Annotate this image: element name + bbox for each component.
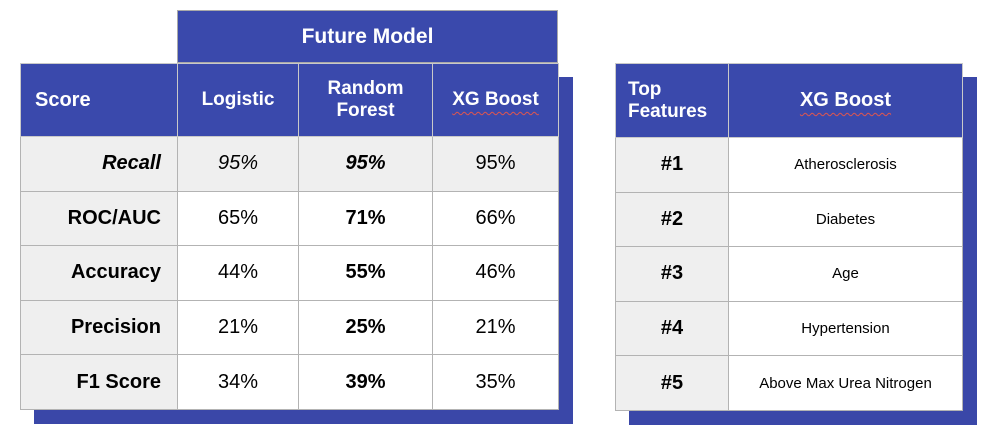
table-row-precision: Precision 21% 25% 21% (20, 299, 559, 356)
model-comparison-grid: Score Logistic Random Forest XG Boost Re… (20, 63, 559, 410)
table-row-feature-1: #1 Atherosclerosis (615, 137, 963, 193)
row-label-recall: Recall (20, 136, 178, 192)
recall-logistic-value: 95% (177, 136, 299, 192)
accuracy-xg-boost-value: 46% (432, 245, 559, 301)
xg-boost-label: XG Boost (452, 89, 539, 110)
table-row-f1-score: F1 Score 34% 39% 35% (20, 354, 559, 410)
recall-random-forest-value: 95% (298, 136, 433, 192)
table-row-roc-auc: ROC/AUC 65% 71% 66% (20, 190, 559, 247)
xg-boost-column-header: XG Boost (432, 63, 559, 137)
feature-rank-1: #1 (615, 137, 729, 193)
feature-name-5: Above Max Urea Nitrogen (728, 355, 963, 411)
accuracy-random-forest-value: 55% (298, 245, 433, 301)
row-label-roc-auc: ROC/AUC (20, 190, 178, 247)
table-row-accuracy: Accuracy 44% 55% 46% (20, 245, 559, 301)
random-forest-column-header: Random Forest (298, 63, 433, 137)
f1-random-forest-value: 39% (298, 354, 433, 410)
top-features-grid: Top Features XG Boost #1 Atherosclerosis… (615, 63, 963, 411)
model-table-header-row: Score Logistic Random Forest XG Boost (20, 63, 559, 137)
roc-auc-random-forest-value: 71% (298, 190, 433, 247)
features-table-header-row: Top Features XG Boost (615, 63, 963, 138)
f1-logistic-value: 34% (177, 354, 299, 410)
feature-rank-3: #3 (615, 246, 729, 302)
row-label-f1-score: F1 Score (20, 354, 178, 410)
precision-logistic-value: 21% (177, 299, 299, 356)
row-label-accuracy: Accuracy (20, 245, 178, 301)
accuracy-logistic-value: 44% (177, 245, 299, 301)
roc-auc-logistic-value: 65% (177, 190, 299, 247)
feature-name-1: Atherosclerosis (728, 137, 963, 193)
model-comparison-table: Score Logistic Random Forest XG Boost Re… (20, 63, 559, 410)
roc-auc-xg-boost-value: 66% (432, 190, 559, 247)
table-row-feature-5: #5 Above Max Urea Nitrogen (615, 355, 963, 411)
table-row-recall: Recall 95% 95% 95% (20, 136, 559, 192)
future-model-title: Future Model (301, 24, 434, 48)
f1-xg-boost-value: 35% (432, 354, 559, 410)
row-label-precision: Precision (20, 299, 178, 356)
feature-rank-4: #4 (615, 300, 729, 357)
table-row-feature-3: #3 Age (615, 246, 963, 302)
feature-name-4: Hypertension (728, 300, 963, 357)
logistic-column-header: Logistic (177, 63, 299, 137)
precision-xg-boost-value: 21% (432, 299, 559, 356)
recall-xg-boost-value: 95% (432, 136, 559, 192)
feature-rank-2: #2 (615, 191, 729, 248)
top-features-header: Top Features (615, 63, 729, 138)
score-column-header: Score (20, 63, 178, 137)
precision-random-forest-value: 25% (298, 299, 433, 356)
xg-boost-label: XG Boost (799, 89, 892, 111)
feature-rank-5: #5 (615, 355, 729, 411)
features-xg-boost-header: XG Boost (728, 63, 963, 138)
feature-name-2: Diabetes (728, 191, 963, 248)
feature-name-3: Age (728, 246, 963, 302)
top-features-table: Top Features XG Boost #1 Atherosclerosis… (615, 63, 963, 411)
table-row-feature-4: #4 Hypertension (615, 300, 963, 357)
table-row-feature-2: #2 Diabetes (615, 191, 963, 248)
future-model-banner: Future Model (177, 10, 558, 63)
